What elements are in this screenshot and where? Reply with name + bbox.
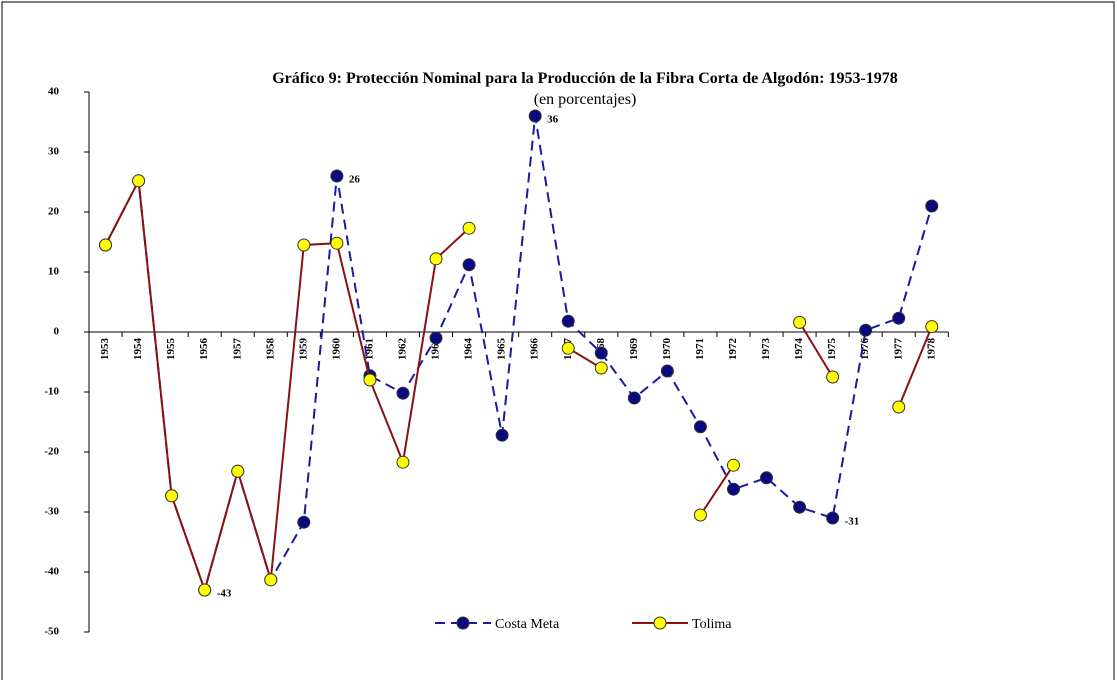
data-point xyxy=(429,252,443,266)
x-tick-label: 1953 xyxy=(99,338,111,361)
legend-label: Tolima xyxy=(692,617,732,632)
data-point xyxy=(330,169,344,183)
data-point xyxy=(760,471,774,485)
data-point xyxy=(264,573,278,587)
x-tick-label: 1969 xyxy=(628,338,640,361)
data-point xyxy=(793,500,807,514)
data-label: 36 xyxy=(547,114,559,126)
x-tick-label: 1955 xyxy=(165,338,177,361)
data-point xyxy=(330,236,344,250)
data-point xyxy=(859,323,873,337)
x-tick-label: 1954 xyxy=(132,338,144,361)
x-tick-label: 1975 xyxy=(826,338,838,361)
x-tick-label: 1977 xyxy=(892,338,904,361)
y-tick-label: 40 xyxy=(48,86,60,98)
data-label: 26 xyxy=(349,174,361,186)
x-tick-label: 1956 xyxy=(198,338,210,361)
chart-subtitle: (en porcentajes) xyxy=(534,91,637,108)
y-tick-label: 20 xyxy=(48,206,60,218)
x-tick-label: 1962 xyxy=(397,338,409,361)
chart-title: Gráfico 9: Protección Nominal para la Pr… xyxy=(272,70,898,87)
data-point xyxy=(793,315,807,329)
y-tick-label: 30 xyxy=(48,146,60,158)
data-point xyxy=(826,370,840,384)
x-tick-label: 1959 xyxy=(297,338,309,361)
y-tick-label: -50 xyxy=(44,626,59,638)
y-tick-label: -10 xyxy=(44,386,59,398)
y-tick-label: 10 xyxy=(48,266,60,278)
legend-marker xyxy=(456,616,470,630)
data-point xyxy=(892,311,906,325)
data-point xyxy=(297,238,311,252)
data-point xyxy=(462,258,476,272)
data-point xyxy=(165,489,179,503)
data-point xyxy=(594,361,608,375)
x-tick-label: 1971 xyxy=(694,338,706,360)
data-point xyxy=(462,221,476,235)
data-point xyxy=(627,391,641,405)
x-tick-label: 1974 xyxy=(793,338,805,361)
legend-label: Costa Meta xyxy=(495,617,560,632)
data-point xyxy=(396,455,410,469)
series-line xyxy=(104,115,933,594)
x-tick-label: 1966 xyxy=(529,338,541,361)
data-point xyxy=(396,386,410,400)
x-tick-label: 1970 xyxy=(661,338,673,361)
data-point xyxy=(925,199,939,213)
data-point xyxy=(99,238,113,252)
data-point xyxy=(363,373,377,387)
series-line xyxy=(104,177,933,594)
y-tick-label: -20 xyxy=(44,446,59,458)
x-tick-label: 1978 xyxy=(925,338,937,361)
x-tick-label: 1973 xyxy=(760,338,772,361)
data-point xyxy=(561,314,575,328)
y-tick-label: 0 xyxy=(54,326,60,338)
data-point xyxy=(726,458,740,472)
data-label: -31 xyxy=(845,516,860,528)
x-tick-label: 1960 xyxy=(330,338,342,361)
data-point xyxy=(561,341,575,355)
data-point xyxy=(693,508,707,522)
y-tick-label: -40 xyxy=(44,566,59,578)
data-point xyxy=(132,174,146,188)
data-point xyxy=(528,109,542,123)
x-tick-label: 1964 xyxy=(463,338,475,361)
x-tick-label: 1958 xyxy=(264,338,276,361)
data-label: -43 xyxy=(217,588,232,600)
x-tick-label: 1965 xyxy=(496,338,508,361)
data-point xyxy=(231,464,245,478)
data-point xyxy=(925,320,939,334)
legend-marker xyxy=(653,616,667,630)
data-point xyxy=(726,482,740,496)
data-point xyxy=(594,346,608,360)
data-point xyxy=(429,331,443,345)
x-tick-label: 1957 xyxy=(231,338,243,361)
data-point xyxy=(495,428,509,442)
data-point xyxy=(297,515,311,529)
y-tick-label: -30 xyxy=(44,506,59,518)
x-tick-label: 1972 xyxy=(727,338,739,361)
data-point xyxy=(660,364,674,378)
data-point xyxy=(693,420,707,434)
data-point xyxy=(826,511,840,525)
data-point xyxy=(198,583,212,597)
data-point xyxy=(892,400,906,414)
